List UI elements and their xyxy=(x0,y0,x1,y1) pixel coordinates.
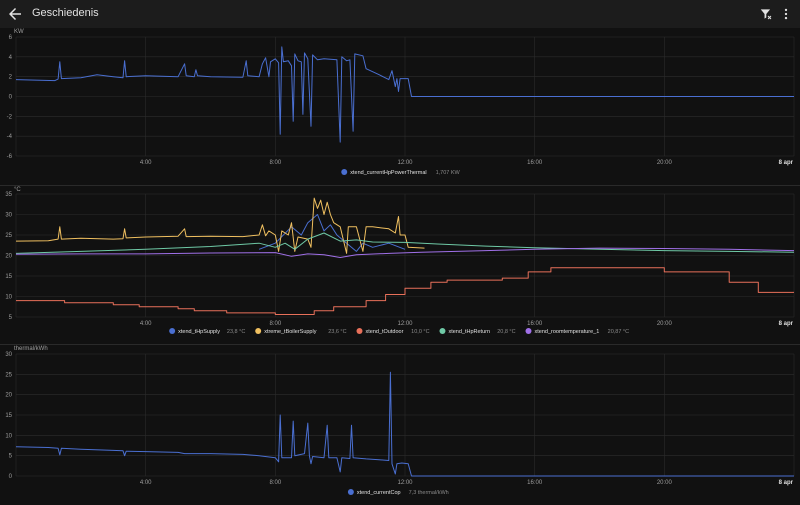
series-line-xtend_currentHpPowerThermal[interactable] xyxy=(15,46,794,143)
y-tick-label: 30 xyxy=(5,213,12,219)
chart-divider xyxy=(0,344,800,345)
x-tick-label: 8 apr xyxy=(779,321,794,327)
legend-item[interactable]: xtend_roomtemperature_1 20,87 °C xyxy=(525,328,630,335)
filter-remove-icon[interactable] xyxy=(759,7,773,21)
app-bar: Geschiedenis xyxy=(0,0,800,28)
legend-value: 23,6 °C xyxy=(328,329,346,335)
x-tick-label: 8:00 xyxy=(269,160,281,166)
arrow-left-icon[interactable] xyxy=(6,5,24,23)
legend-value: 20,87 °C xyxy=(608,329,629,335)
y-tick-label: 5 xyxy=(9,454,13,460)
y-tick-label: -4 xyxy=(7,134,13,140)
y-tick-label: 0 xyxy=(9,95,13,101)
x-tick-label: 4:00 xyxy=(140,480,152,486)
series-line-xtreme_tBoilerSupply[interactable] xyxy=(15,197,425,254)
legend-name: xtend_tHpSupply xyxy=(178,329,220,335)
dots-vertical-icon[interactable] xyxy=(779,6,793,22)
x-tick-label: 8:00 xyxy=(269,321,281,327)
y-axis-label: °C xyxy=(14,187,21,193)
y-tick-label: 6 xyxy=(9,35,13,41)
y-tick-label: 10 xyxy=(5,433,12,439)
legend-name: xtend_currentHpPowerThermal xyxy=(350,170,426,176)
legend-value: 20,8 °C xyxy=(497,329,515,335)
legend-item[interactable]: xtend_tHpSupply 23,8 °C xyxy=(169,328,245,335)
page-title: Geschiedenis xyxy=(32,7,99,19)
x-tick-label: 16:00 xyxy=(527,480,543,486)
series-line-xtend_currentCop[interactable] xyxy=(15,371,794,477)
temperature-chart: °C35 30 25 20 15 10 5 4:00 8:00 12:00 16:00 20:00 8 … xyxy=(5,187,795,335)
x-tick-label: 8:00 xyxy=(269,480,281,486)
y-axis-label: KW xyxy=(14,29,24,35)
y-tick-label: 10 xyxy=(5,295,12,301)
legend-value: 23,8 °C xyxy=(227,329,245,335)
y-tick-label: 0 xyxy=(9,474,13,480)
y-tick-label: 25 xyxy=(5,372,12,378)
legend-swatch xyxy=(341,169,348,175)
y-tick-label: 2 xyxy=(9,75,13,81)
power-thermal-chart: KW6 4 2 0 -2 -4 -6 4:00 8:00 12:00 16:00 20:00 8 apr… xyxy=(7,29,795,176)
legend-swatch xyxy=(525,328,532,334)
legend-value: 7,3 thermal/kWh xyxy=(409,490,449,496)
x-tick-label: 4:00 xyxy=(140,160,152,166)
legend-swatch xyxy=(356,328,363,334)
x-tick-label: 16:00 xyxy=(527,160,543,166)
x-tick-label: 20:00 xyxy=(657,321,673,327)
legend-item[interactable]: xtend_currentCop 7,3 thermal/kWh xyxy=(347,489,449,496)
legend-item[interactable]: xtend_currentHpPowerThermal 1,707 KW xyxy=(341,169,461,176)
x-tick-label: 12:00 xyxy=(397,321,413,327)
series-line-xtend_roomtemperature_1[interactable] xyxy=(15,247,795,258)
legend-swatch xyxy=(439,328,446,334)
y-tick-label: 20 xyxy=(5,393,12,399)
x-tick-label: 4:00 xyxy=(140,321,152,327)
x-tick-label: 16:00 xyxy=(527,321,543,327)
legend-item[interactable]: xtreme_tBoilerSupply 23,6 °C xyxy=(255,328,347,335)
chart-divider xyxy=(0,185,800,186)
y-tick-label: 15 xyxy=(5,413,12,419)
x-tick-label: 20:00 xyxy=(657,480,673,486)
y-tick-label: 15 xyxy=(5,274,12,280)
legend-name: xtreme_tBoilerSupply xyxy=(264,329,317,335)
y-tick-label: 5 xyxy=(9,315,13,321)
legend-swatch xyxy=(347,489,354,495)
y-tick-label: 30 xyxy=(5,352,12,358)
legend-value: 10,0 °C xyxy=(411,329,429,335)
series-line-xtend_tHpSupply[interactable] xyxy=(258,214,406,252)
y-tick-label: -6 xyxy=(7,154,13,160)
legend-name: xtend_tOutdoor xyxy=(365,329,403,335)
legend-item[interactable]: xtend_tOutdoor 10,0 °C xyxy=(356,328,430,335)
y-tick-label: 4 xyxy=(9,55,13,61)
legend-swatch xyxy=(255,328,262,334)
y-axis-label: thermal/kWh xyxy=(14,346,48,352)
x-tick-label: 8 apr xyxy=(779,160,794,166)
x-tick-label: 20:00 xyxy=(657,160,673,166)
x-tick-label: 12:00 xyxy=(397,160,413,166)
y-tick-label: 25 xyxy=(5,233,12,239)
legend-name: xtend_currentCop xyxy=(357,490,401,496)
y-tick-label: -2 xyxy=(7,114,13,120)
series-line-xtend_tOutdoor[interactable] xyxy=(16,267,794,315)
legend-item[interactable]: xtend_tHpReturn 20,8 °C xyxy=(439,328,516,335)
y-tick-label: 20 xyxy=(5,254,12,260)
y-tick-label: 35 xyxy=(5,192,12,198)
legend-name: xtend_roomtemperature_1 xyxy=(535,329,600,335)
legend-value: 1,707 KW xyxy=(436,170,461,176)
x-tick-label: 8 apr xyxy=(779,480,794,486)
legend-swatch xyxy=(169,328,176,334)
legend-name: xtend_tHpReturn xyxy=(448,329,490,335)
x-tick-label: 12:00 xyxy=(397,480,413,486)
